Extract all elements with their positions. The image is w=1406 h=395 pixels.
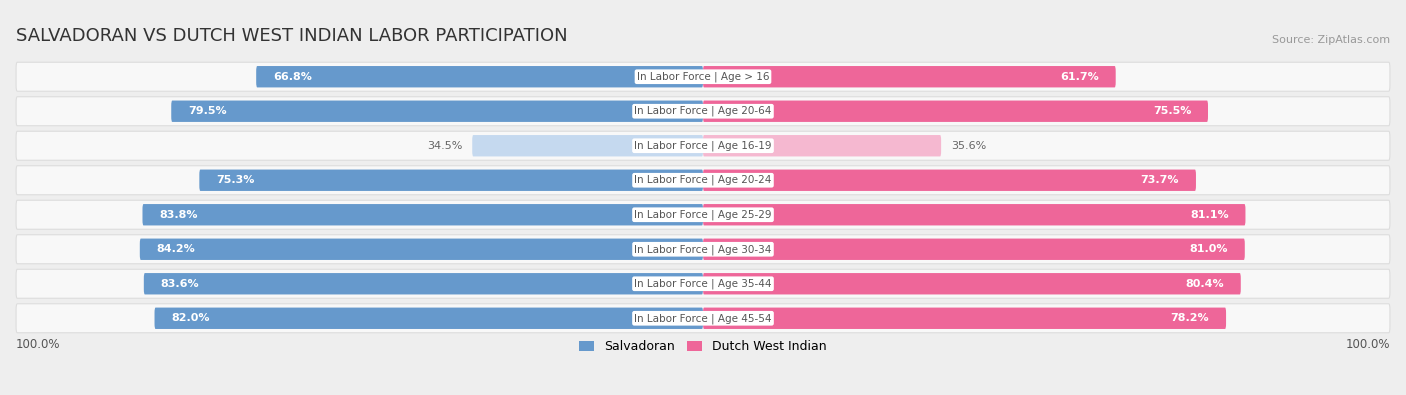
Text: 100.0%: 100.0% (1346, 339, 1391, 351)
FancyBboxPatch shape (155, 308, 703, 329)
FancyBboxPatch shape (703, 239, 1244, 260)
FancyBboxPatch shape (200, 169, 703, 191)
FancyBboxPatch shape (15, 131, 1391, 160)
Text: In Labor Force | Age 30-34: In Labor Force | Age 30-34 (634, 244, 772, 254)
Text: 75.5%: 75.5% (1153, 106, 1191, 116)
Text: 75.3%: 75.3% (217, 175, 254, 185)
Text: 84.2%: 84.2% (156, 244, 195, 254)
Text: 81.0%: 81.0% (1189, 244, 1227, 254)
FancyBboxPatch shape (15, 200, 1391, 229)
FancyBboxPatch shape (703, 204, 1246, 226)
Text: 73.7%: 73.7% (1140, 175, 1180, 185)
Text: 35.6%: 35.6% (950, 141, 987, 151)
Text: In Labor Force | Age 20-24: In Labor Force | Age 20-24 (634, 175, 772, 186)
FancyBboxPatch shape (703, 308, 1226, 329)
Text: In Labor Force | Age 25-29: In Labor Force | Age 25-29 (634, 209, 772, 220)
Text: 82.0%: 82.0% (172, 313, 209, 323)
FancyBboxPatch shape (15, 166, 1391, 195)
FancyBboxPatch shape (703, 273, 1240, 294)
FancyBboxPatch shape (703, 101, 1208, 122)
Text: 61.7%: 61.7% (1060, 72, 1099, 82)
Text: 79.5%: 79.5% (188, 106, 226, 116)
Text: SALVADORAN VS DUTCH WEST INDIAN LABOR PARTICIPATION: SALVADORAN VS DUTCH WEST INDIAN LABOR PA… (15, 27, 568, 45)
FancyBboxPatch shape (143, 273, 703, 294)
Text: 80.4%: 80.4% (1185, 279, 1225, 289)
Text: 83.6%: 83.6% (160, 279, 200, 289)
FancyBboxPatch shape (703, 66, 1116, 87)
Text: In Labor Force | Age > 16: In Labor Force | Age > 16 (637, 71, 769, 82)
Text: 83.8%: 83.8% (159, 210, 198, 220)
Text: In Labor Force | Age 45-54: In Labor Force | Age 45-54 (634, 313, 772, 324)
FancyBboxPatch shape (15, 235, 1391, 264)
Text: In Labor Force | Age 20-64: In Labor Force | Age 20-64 (634, 106, 772, 117)
FancyBboxPatch shape (172, 101, 703, 122)
Text: 100.0%: 100.0% (15, 339, 60, 351)
Text: 66.8%: 66.8% (273, 72, 312, 82)
FancyBboxPatch shape (256, 66, 703, 87)
Text: 78.2%: 78.2% (1171, 313, 1209, 323)
FancyBboxPatch shape (15, 269, 1391, 298)
FancyBboxPatch shape (15, 304, 1391, 333)
FancyBboxPatch shape (15, 62, 1391, 91)
Text: 34.5%: 34.5% (427, 141, 463, 151)
Text: In Labor Force | Age 35-44: In Labor Force | Age 35-44 (634, 278, 772, 289)
FancyBboxPatch shape (15, 97, 1391, 126)
FancyBboxPatch shape (472, 135, 703, 156)
Text: 81.1%: 81.1% (1189, 210, 1229, 220)
Text: Source: ZipAtlas.com: Source: ZipAtlas.com (1272, 35, 1391, 45)
FancyBboxPatch shape (703, 135, 941, 156)
FancyBboxPatch shape (139, 239, 703, 260)
Text: In Labor Force | Age 16-19: In Labor Force | Age 16-19 (634, 141, 772, 151)
FancyBboxPatch shape (142, 204, 703, 226)
Legend: Salvadoran, Dutch West Indian: Salvadoran, Dutch West Indian (579, 340, 827, 354)
FancyBboxPatch shape (703, 169, 1197, 191)
